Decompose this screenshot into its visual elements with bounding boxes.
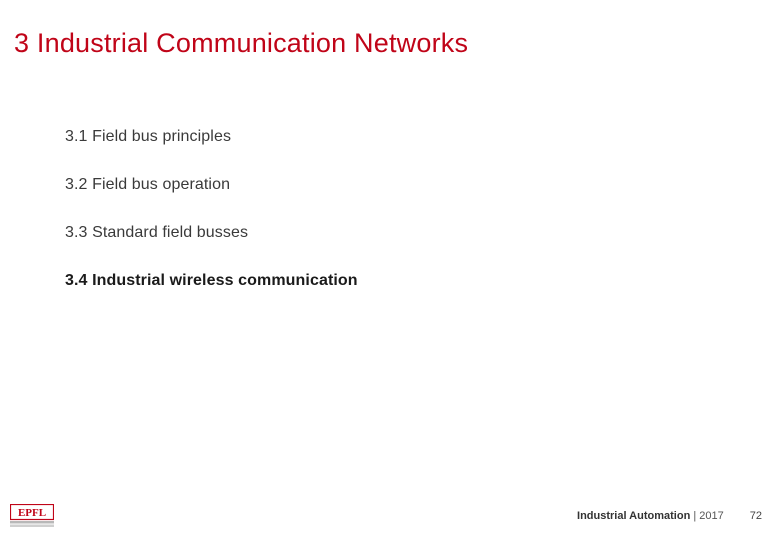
footer-course-year: Industrial Automation | 2017	[577, 510, 724, 522]
outline-item-3: 3.3 Standard field busses	[65, 224, 358, 242]
footer-page-number: 72	[750, 510, 762, 522]
slide: 3 Industrial Communication Networks 3.1 …	[0, 0, 780, 540]
epfl-logo: EPFL	[10, 504, 54, 528]
slide-title: 3 Industrial Communication Networks	[14, 28, 468, 59]
footer-year: | 2017	[693, 510, 723, 522]
footer-course: Industrial Automation	[577, 510, 690, 522]
outline-list: 3.1 Field bus principles 3.2 Field bus o…	[65, 128, 358, 320]
outline-item-2: 3.2 Field bus operation	[65, 176, 358, 194]
epfl-logo-text: EPFL	[18, 507, 46, 519]
footer: Industrial Automation | 2017 72	[577, 510, 762, 522]
outline-item-4: 3.4 Industrial wireless communication	[65, 272, 358, 290]
outline-item-1: 3.1 Field bus principles	[65, 128, 358, 146]
